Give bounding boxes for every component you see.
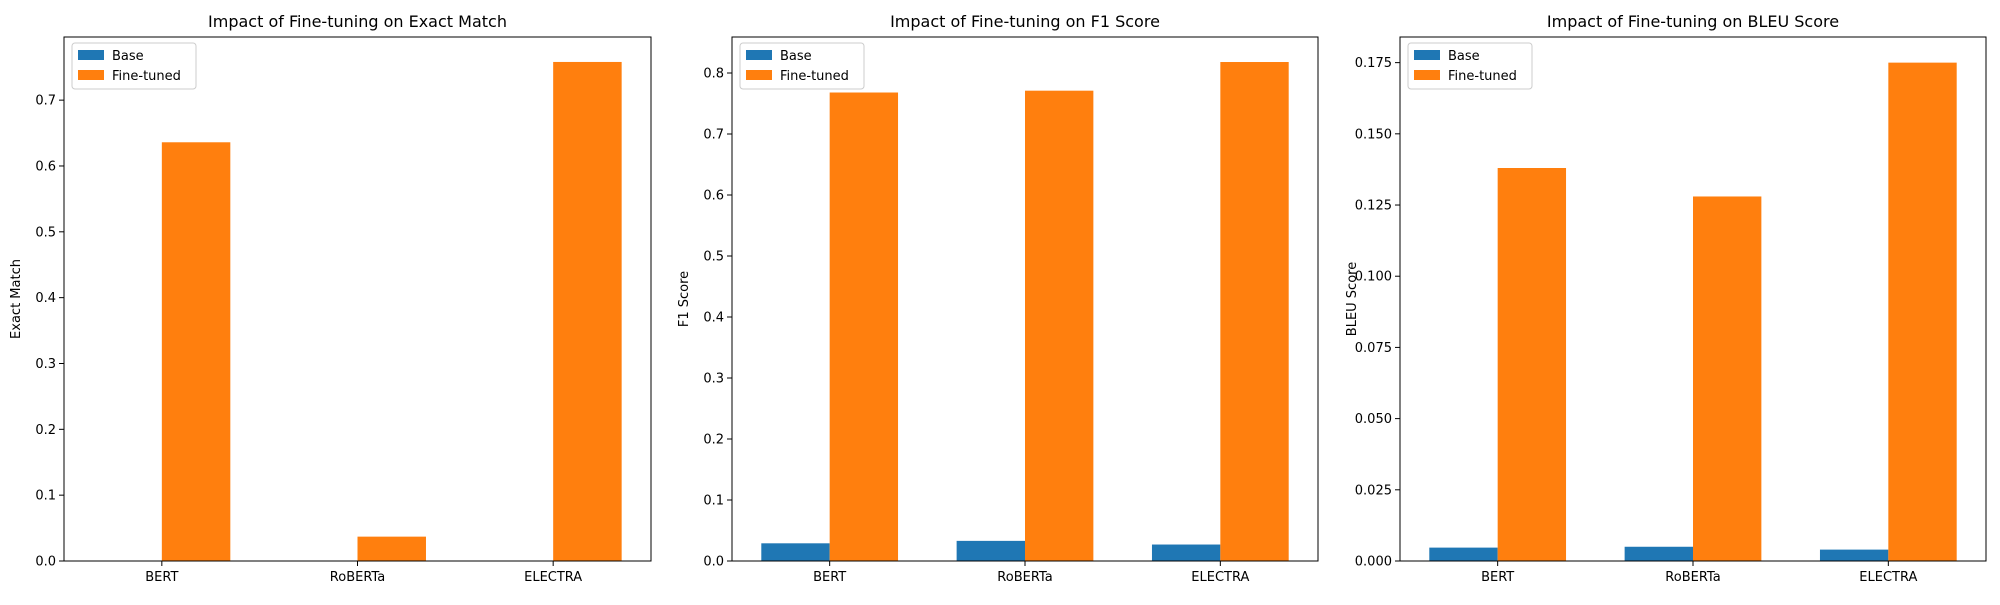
bar-base-bert — [1429, 547, 1498, 561]
y-tick-label: 0.7 — [35, 94, 56, 109]
legend-label-base: Base — [780, 49, 812, 64]
legend-swatch-fine-tuned — [78, 70, 104, 80]
bar-base-electra — [1819, 549, 1889, 561]
bar-fine-tuned-roberta — [1025, 90, 1094, 561]
x-tick-label-roberta: RoBERTa — [997, 570, 1052, 585]
y-tick-label: 0.6 — [35, 159, 56, 174]
y-tick-label: 0.3 — [35, 357, 56, 372]
x-tick-label-bert: BERT — [1481, 570, 1514, 585]
chart-panel-1: 0.0 0.1 0.2 0.3 0.4 0.5 0.6 0.7 BERT RoBERTa ELECT… — [9, 12, 652, 585]
bar-fine-tuned-electra — [553, 61, 622, 561]
y-tick-label: 0.6 — [703, 188, 724, 203]
y-tick-label: 0.7 — [703, 127, 724, 142]
chart-title: Impact of Fine-tuning on F1 Score — [890, 12, 1160, 31]
y-tick-label: 0.075 — [1355, 341, 1392, 356]
bar-fine-tuned-bert — [161, 142, 231, 561]
y-axis-label: Exact Match — [9, 259, 24, 339]
bar-base-bert — [761, 543, 830, 561]
y-tick-label: 0.5 — [35, 225, 56, 240]
legend-label-fine-tuned: Fine-tuned — [112, 69, 181, 84]
bar-base-roberta — [956, 540, 1025, 561]
y-tick-label: 0.4 — [35, 291, 56, 306]
x-tick-label-bert: BERT — [145, 570, 178, 585]
chart-title: Impact of Fine-tuning on BLEU Score — [1547, 12, 1839, 31]
legend: Base Fine-tuned — [739, 42, 865, 90]
y-tick-label: 0.0 — [35, 555, 56, 570]
y-tick-label: 0.1 — [703, 493, 724, 508]
x-tick-label-bert: BERT — [813, 570, 846, 585]
y-tick-label: 0.125 — [1355, 199, 1392, 214]
y-tick-label: 0.5 — [703, 249, 724, 264]
chart-panel-2: 0.0 0.1 0.2 0.3 0.4 0.5 0.6 0.7 0.8 BERT RoBERTa EL… — [677, 12, 1319, 585]
bar-fine-tuned-bert — [829, 92, 899, 562]
legend-label-fine-tuned: Fine-tuned — [1448, 69, 1517, 84]
x-tick-label-roberta: RoBERTa — [1665, 570, 1720, 585]
y-tick-label: 0.1 — [35, 489, 56, 504]
legend-swatch-base — [78, 50, 104, 60]
legend-swatch-base — [746, 50, 772, 60]
legend: Base Fine-tuned — [1407, 42, 1533, 90]
y-axis-label: BLEU Score — [1345, 262, 1360, 336]
bar-base-electra — [1151, 544, 1221, 561]
y-tick-label: 0.0 — [703, 555, 724, 570]
x-tick-label-electra: ELECTRA — [1191, 570, 1249, 585]
bar-fine-tuned-electra — [1888, 62, 1957, 562]
y-tick-label: 0.100 — [1355, 270, 1392, 285]
chart-panel-3: 0.000 0.025 0.050 0.075 0.100 0.125 0.150 0.175… — [1345, 12, 1987, 585]
bar-fine-tuned-electra — [1220, 62, 1289, 562]
y-tick-label: 0.050 — [1355, 412, 1392, 427]
bar-fine-tuned-roberta — [1693, 196, 1762, 561]
chart-title: Impact of Fine-tuning on Exact Match — [208, 12, 507, 31]
y-axis-label: F1 Score — [677, 271, 692, 327]
y-tick-label: 0.025 — [1355, 483, 1392, 498]
y-tick-label: 0.2 — [35, 423, 56, 438]
legend-swatch-fine-tuned — [746, 70, 772, 80]
y-tick-label: 0.3 — [703, 371, 724, 386]
legend-label-base: Base — [112, 49, 144, 64]
bar-fine-tuned-bert — [1497, 168, 1567, 561]
legend-label-base: Base — [1448, 49, 1480, 64]
legend-swatch-base — [1414, 50, 1440, 60]
y-tick-label: 0.000 — [1355, 555, 1392, 570]
legend: Base Fine-tuned — [71, 42, 197, 90]
bar-base-roberta — [1624, 546, 1693, 561]
x-tick-label-roberta: RoBERTa — [330, 570, 385, 585]
y-tick-label: 0.8 — [703, 66, 724, 81]
bar-fine-tuned-roberta — [357, 536, 426, 561]
y-tick-label: 0.2 — [703, 432, 724, 447]
legend-label-fine-tuned: Fine-tuned — [780, 69, 849, 84]
y-tick-label: 0.4 — [703, 310, 724, 325]
x-tick-label-electra: ELECTRA — [524, 570, 582, 585]
x-tick-label-electra: ELECTRA — [1859, 570, 1917, 585]
y-tick-label: 0.150 — [1355, 127, 1392, 142]
y-tick-label: 0.175 — [1355, 56, 1392, 71]
legend-swatch-fine-tuned — [1414, 70, 1440, 80]
